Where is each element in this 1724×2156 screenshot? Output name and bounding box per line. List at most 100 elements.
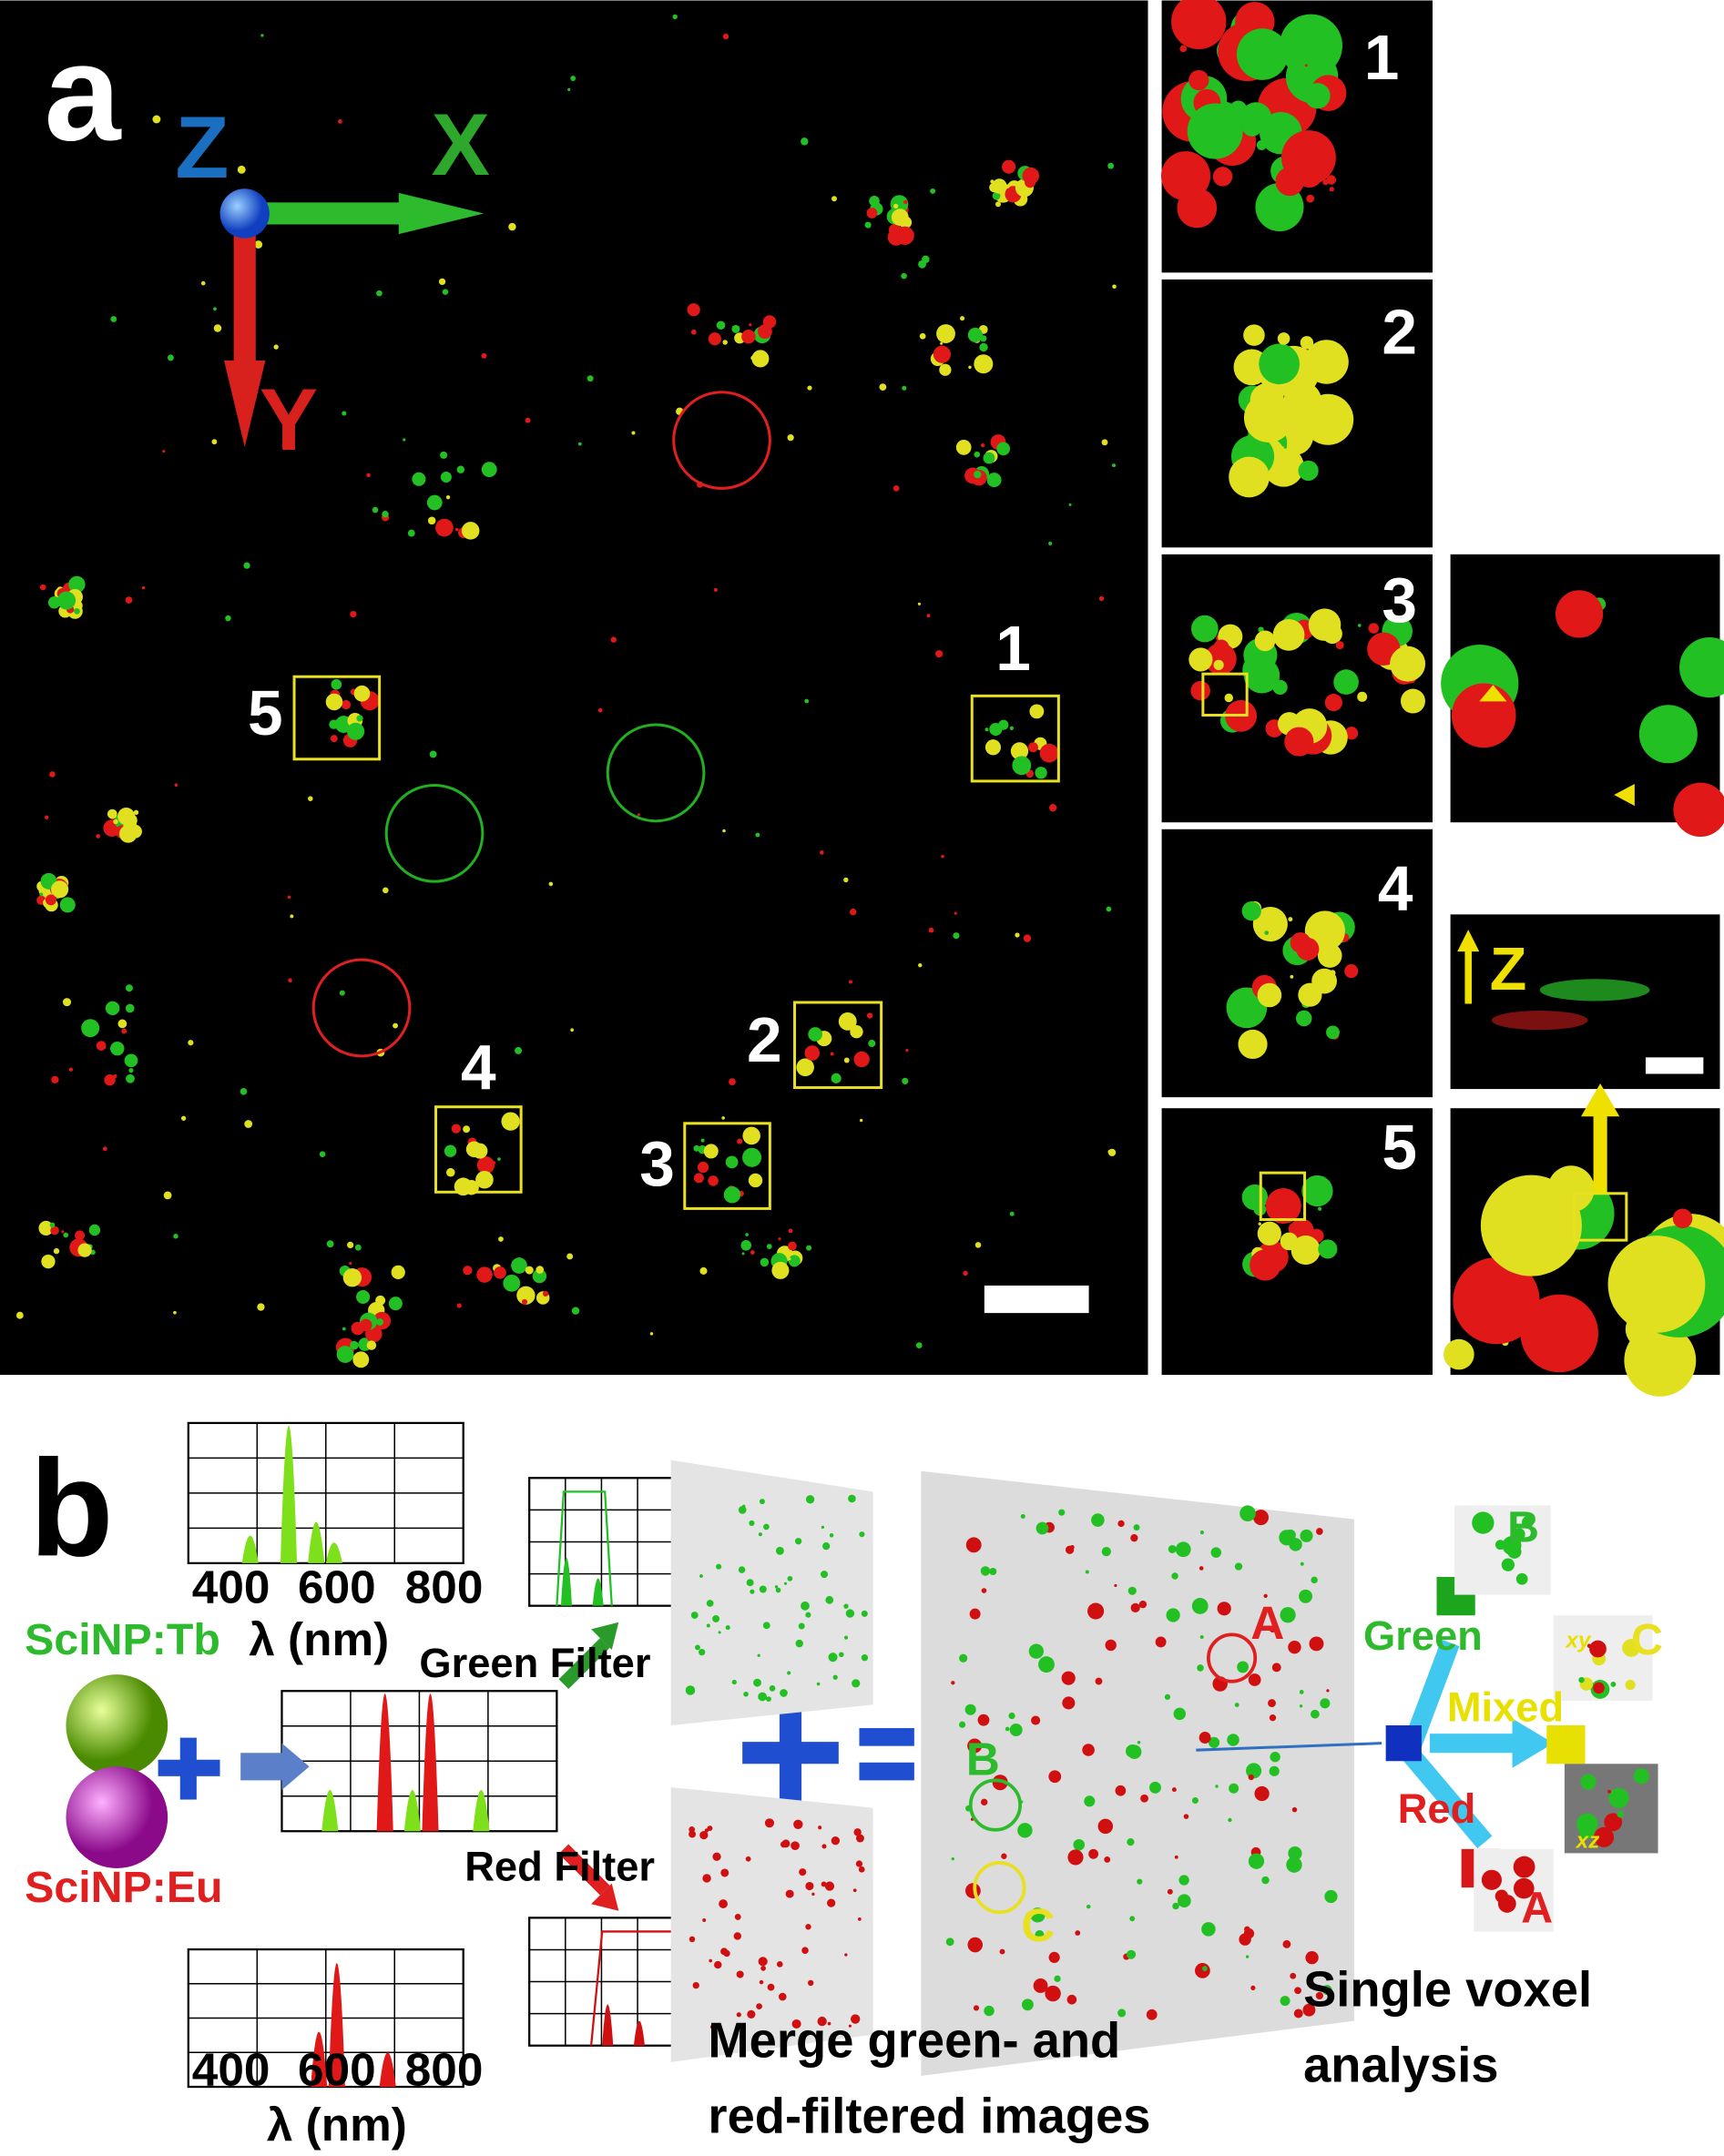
particle <box>825 1595 834 1604</box>
particle <box>1248 1853 1265 1869</box>
particle <box>864 221 872 229</box>
particle <box>1272 618 1305 651</box>
z-arrowhead <box>1457 929 1480 952</box>
particle <box>939 363 952 376</box>
class-label: Red <box>1398 1785 1476 1832</box>
particle <box>992 178 1007 194</box>
particle <box>1311 1709 1320 1719</box>
particle <box>723 1186 741 1204</box>
arrow <box>558 1844 610 1896</box>
particle <box>742 1126 760 1145</box>
particle <box>516 1286 536 1305</box>
particle <box>893 485 900 492</box>
equals <box>859 1762 914 1781</box>
filter-label: Red Filter <box>464 1843 655 1889</box>
particle <box>1254 630 1276 652</box>
particle <box>391 1265 405 1279</box>
particle <box>1283 381 1322 421</box>
particle <box>349 1262 352 1266</box>
particle <box>760 1257 770 1267</box>
particle <box>766 1244 772 1250</box>
particle <box>1101 439 1108 446</box>
particle <box>759 1979 764 1985</box>
particle <box>852 1888 857 1893</box>
spectrum-peak <box>403 1789 421 1832</box>
particle <box>337 119 342 124</box>
particle <box>1133 1524 1140 1531</box>
particle <box>1261 1876 1270 1885</box>
particle <box>1625 1679 1636 1691</box>
spectrum-peak <box>560 1557 572 1606</box>
panel-a: a Z X Y 1 2 3 4 5 1 2 3 4 5 <box>0 0 1724 1397</box>
particle <box>503 1274 521 1292</box>
roi-circle <box>311 958 412 1058</box>
particle <box>1295 1010 1312 1027</box>
particle <box>824 1881 835 1891</box>
particle <box>1407 628 1412 632</box>
particle <box>45 894 56 906</box>
particle <box>965 1537 982 1553</box>
particle <box>983 452 995 464</box>
particle <box>1215 1785 1219 1788</box>
particle <box>1301 1175 1333 1207</box>
particle <box>481 352 487 359</box>
particle <box>805 1881 814 1891</box>
particle <box>866 208 878 219</box>
particle <box>758 1692 767 1702</box>
x-arrowhead <box>398 192 485 235</box>
particle <box>733 1932 741 1940</box>
roi-box <box>1259 1171 1307 1221</box>
particle <box>820 850 824 855</box>
particle <box>1035 767 1047 779</box>
particle <box>74 607 80 615</box>
particle <box>853 1828 862 1836</box>
particle <box>708 1175 719 1186</box>
particle <box>689 1830 697 1838</box>
particle <box>45 815 49 819</box>
particle <box>858 1917 862 1921</box>
particle <box>152 115 161 124</box>
particle <box>741 329 756 344</box>
particle <box>319 1151 326 1157</box>
particle <box>1212 167 1233 187</box>
particle <box>451 1124 462 1134</box>
particle <box>960 316 965 321</box>
voxel-view <box>1474 1848 1554 1932</box>
view-label: xz <box>1575 1829 1600 1854</box>
particle <box>1497 1895 1516 1913</box>
particle <box>1012 756 1032 776</box>
particle <box>200 280 206 286</box>
particle <box>750 1589 755 1594</box>
particle <box>1166 1608 1180 1622</box>
particle <box>1237 1661 1250 1673</box>
equals <box>859 1728 914 1746</box>
particle <box>475 1170 494 1189</box>
particle <box>807 385 812 391</box>
particle <box>799 1868 807 1876</box>
particle <box>57 591 77 610</box>
particle <box>330 735 338 743</box>
particle <box>1335 641 1344 650</box>
particle <box>844 1953 848 1957</box>
pointer <box>1196 1742 1382 1752</box>
class-label: Mixed <box>1447 1683 1564 1730</box>
particle <box>716 1563 722 1570</box>
particle <box>213 324 222 332</box>
particle <box>831 196 837 202</box>
particle <box>1594 1826 1615 1847</box>
particle <box>1171 1787 1177 1793</box>
particle <box>895 226 914 245</box>
particle <box>1204 643 1237 676</box>
particle <box>848 2024 852 2028</box>
caption: red-filtered images <box>708 2089 1150 2144</box>
scale-bar <box>1645 1057 1704 1074</box>
particle <box>571 1307 580 1315</box>
particle <box>62 998 72 1007</box>
particle <box>1296 937 1320 961</box>
particle <box>720 1868 729 1877</box>
particle <box>41 1254 56 1269</box>
particle <box>536 1266 545 1274</box>
particle <box>1244 1926 1250 1933</box>
particle <box>805 1495 815 1504</box>
